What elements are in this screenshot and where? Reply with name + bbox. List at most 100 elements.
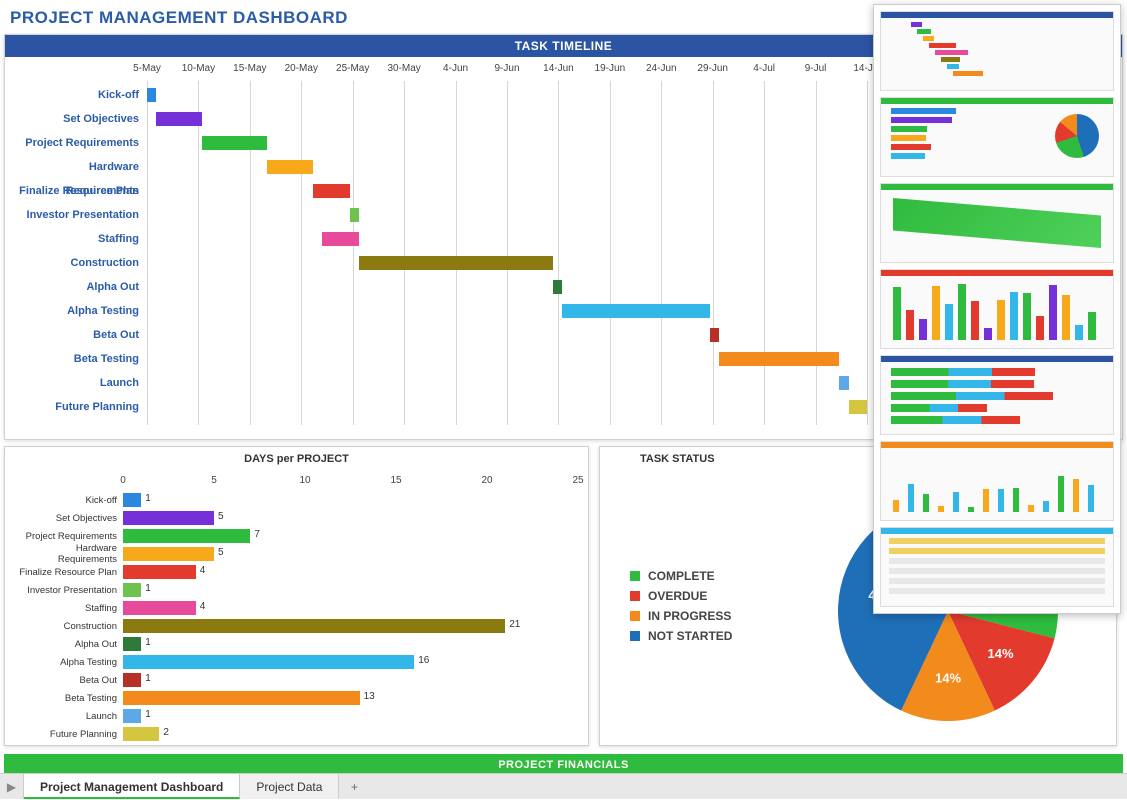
gantt-date-tick: 30-May <box>387 63 420 74</box>
legend-item: COMPLETE <box>630 569 770 583</box>
gantt-bar <box>267 160 313 174</box>
legend-label: COMPLETE <box>648 569 715 583</box>
thumbnail[interactable] <box>880 355 1114 435</box>
thumbnail[interactable] <box>880 441 1114 521</box>
legend-swatch <box>630 571 640 581</box>
legend-label: NOT STARTED <box>648 629 732 643</box>
days-per-project-panel: DAYS per PROJECT 0510152025 Kick-off1Set… <box>4 446 589 746</box>
tab-scroll-button[interactable]: ▶ <box>0 774 24 799</box>
gantt-date-tick: 15-May <box>233 63 266 74</box>
gantt-date-tick: 9-Jul <box>805 63 827 74</box>
gantt-date-tick: 4-Jul <box>753 63 775 74</box>
gantt-task-label: Kick-off <box>13 83 139 107</box>
legend-item: OVERDUE <box>630 589 770 603</box>
hbar-label: Investor Presentation <box>15 585 123 596</box>
hbar-row: Staffing 4 <box>15 599 578 617</box>
hbar-value: 16 <box>418 655 429 666</box>
days-per-project-title: DAYS per PROJECT <box>5 447 588 471</box>
hbar-label: Future Planning <box>15 729 123 740</box>
add-sheet-button[interactable]: + <box>339 774 369 799</box>
hbar <box>123 727 159 741</box>
hbar-value: 13 <box>364 691 375 702</box>
hbar-value: 4 <box>200 601 206 612</box>
thumbnail[interactable] <box>880 11 1114 91</box>
sheet-tab-bar: ▶ Project Management DashboardProject Da… <box>0 773 1127 799</box>
legend-label: IN PROGRESS <box>648 609 731 623</box>
hbar-value: 21 <box>509 619 520 630</box>
thumbnail[interactable] <box>880 97 1114 177</box>
hbar-value: 1 <box>145 673 151 684</box>
hbar-row: Construction21 <box>15 617 578 635</box>
task-status-legend: COMPLETE OVERDUE IN PROGRESS NOT STARTED <box>610 563 770 649</box>
gantt-task-label: Future Planning <box>13 395 139 419</box>
gantt-bar <box>719 352 839 366</box>
gantt-date-tick: 24-Jun <box>646 63 677 74</box>
thumbnail[interactable] <box>880 527 1114 607</box>
hbar-label: Alpha Out <box>15 639 123 650</box>
gantt-bar <box>322 232 359 246</box>
hbar <box>123 619 505 633</box>
gantt-task-label: Construction <box>13 251 139 275</box>
pie-slice-label: 14% <box>935 671 961 686</box>
gantt-bar <box>359 256 553 270</box>
gantt-task-label: Investor Presentation <box>13 203 139 227</box>
hbar-axis-tick: 5 <box>211 475 217 486</box>
hbar-row: Investor Presentation1 <box>15 581 578 599</box>
hbar <box>123 601 196 615</box>
hbar-label: Launch <box>15 711 123 722</box>
hbar-value: 1 <box>145 637 151 648</box>
gantt-task-label: Launch <box>13 371 139 395</box>
gantt-bar <box>839 376 848 390</box>
hbar <box>123 565 196 579</box>
hbar-row: Beta Out 1 <box>15 671 578 689</box>
gantt-date-tick: 19-Jun <box>595 63 626 74</box>
legend-item: IN PROGRESS <box>630 609 770 623</box>
hbar <box>123 493 141 507</box>
gantt-date-tick: 10-May <box>182 63 215 74</box>
hbar-row: Hardware Requirements5 <box>15 545 578 563</box>
hbar <box>123 547 214 561</box>
hbar <box>123 637 141 651</box>
hbar-axis-tick: 0 <box>120 475 126 486</box>
gantt-task-labels: Kick-offSet ObjectivesProject Requiremen… <box>13 63 147 425</box>
gantt-date-tick: 20-May <box>285 63 318 74</box>
gantt-date-tick: 5-May <box>133 63 161 74</box>
hbar-row: Beta Testing 13 <box>15 689 578 707</box>
thumbnail[interactable] <box>880 269 1114 349</box>
gantt-bar <box>313 184 350 198</box>
gantt-bar <box>147 88 156 102</box>
sheet-tab[interactable]: Project Data <box>240 774 339 799</box>
gantt-task-label: Staffing <box>13 227 139 251</box>
sheet-tab[interactable]: Project Management Dashboard <box>24 774 240 799</box>
hbar <box>123 691 360 705</box>
legend-swatch <box>630 611 640 621</box>
pie-slice-label: 14% <box>988 646 1014 661</box>
hbar-axis-tick: 15 <box>390 475 401 486</box>
hbar-row: Alpha Testing16 <box>15 653 578 671</box>
hbar <box>123 529 250 543</box>
gantt-task-label: Set Objectives <box>13 107 139 131</box>
hbar-row: Alpha Out 1 <box>15 635 578 653</box>
gantt-task-label: Project Requirements <box>13 131 139 155</box>
thumbnail[interactable] <box>880 183 1114 263</box>
hbar-row: Future Planning2 <box>15 725 578 743</box>
gantt-bar <box>562 304 710 318</box>
hbar-label: Beta Out <box>15 675 123 686</box>
gantt-task-label: Finalize Resource Plan <box>13 179 139 203</box>
hbar-value: 5 <box>218 547 224 558</box>
hbar-axis: 0510152025 <box>123 475 578 491</box>
gantt-date-tick: 25-May <box>336 63 369 74</box>
hbar-label: Kick-off <box>15 495 123 506</box>
gantt-bar <box>202 136 267 150</box>
hbar-label: Beta Testing <box>15 693 123 704</box>
gantt-task-label: Hardware Requirements <box>13 155 139 179</box>
hbar-value: 1 <box>145 493 151 504</box>
hbar-row: Set Objectives5 <box>15 509 578 527</box>
hbar-value: 4 <box>200 565 206 576</box>
legend-label: OVERDUE <box>648 589 707 603</box>
thumbnail-sidebar[interactable] <box>873 4 1121 614</box>
gantt-task-label: Alpha Out <box>13 275 139 299</box>
hbar-axis-tick: 10 <box>299 475 310 486</box>
hbar-label: Staffing <box>15 603 123 614</box>
hbar <box>123 511 214 525</box>
